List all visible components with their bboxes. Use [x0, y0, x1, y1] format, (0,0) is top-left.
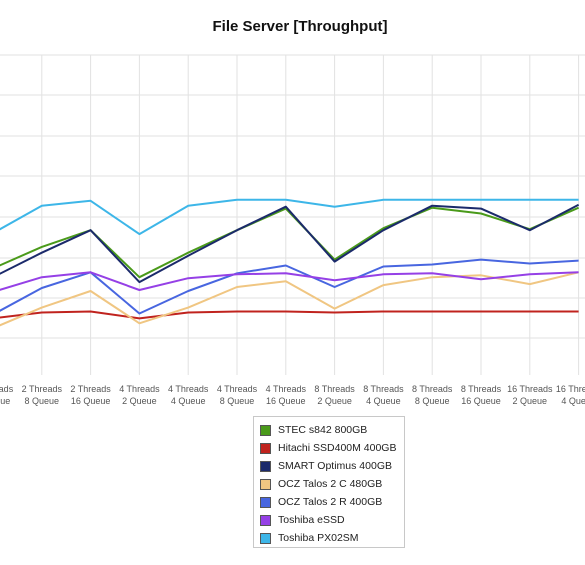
x-tick-label: 8 Queue — [415, 396, 450, 406]
x-tick-label: 4 Threads — [266, 384, 307, 394]
x-tick-label: 8 Threads — [314, 384, 355, 394]
x-tick-label: 4 Queue — [366, 396, 401, 406]
series-line-4 — [0, 271, 579, 327]
x-tick-label: 2 Threads — [22, 384, 63, 394]
x-tick-label: 4 Queue — [561, 396, 585, 406]
legend-label: Toshiba eSSD — [278, 514, 345, 526]
legend-swatch — [260, 478, 271, 490]
legend-swatch — [260, 442, 271, 454]
legend-item: Toshiba PX02SM — [260, 530, 359, 546]
x-tick-label: 2 Queue — [317, 396, 352, 406]
series-lines — [0, 198, 580, 327]
x-tick-labels: 1 Threads 4 Queue 2 Threads 8 Queue 2 Thread… — [0, 384, 585, 406]
chart-title: File Server [Throughput] — [212, 18, 388, 35]
x-tick-label: 16 Threads — [507, 384, 553, 394]
legend-swatch — [260, 496, 271, 508]
x-tick-label: 8 Threads — [461, 384, 502, 394]
legend-label: OCZ Talos 2 C 480GB — [278, 478, 383, 490]
legend-swatch — [260, 460, 271, 472]
legend-item: Hitachi SSD400M 400GB — [260, 440, 396, 456]
legend-swatch — [260, 532, 271, 544]
x-tick-label: 16 Queue — [266, 396, 306, 406]
series-line-7 — [0, 198, 579, 236]
x-tick-label: 8 Threads — [363, 384, 404, 394]
x-tick-label: 2 Threads — [70, 384, 111, 394]
legend-item: SMART Optimus 400GB — [260, 458, 392, 474]
legend-label: Toshiba PX02SM — [278, 532, 359, 544]
series-line-6 — [0, 271, 579, 291]
legend-swatch — [260, 514, 271, 526]
x-tick-label: 4 Threads — [217, 384, 258, 394]
legend-swatch — [260, 424, 271, 436]
series-line-3 — [0, 203, 580, 284]
x-tick-label: 8 Threads — [412, 384, 453, 394]
x-tick-label: 16 Queue — [461, 396, 501, 406]
legend-item: OCZ Talos 2 R 400GB — [260, 494, 382, 510]
x-tick-label: 4 Threads — [168, 384, 209, 394]
x-tick-label: 16 Queue — [71, 396, 111, 406]
x-tick-label: 16 Threads — [556, 384, 585, 394]
grid-lines — [0, 54, 585, 375]
x-tick-label: 4 Queue — [171, 396, 206, 406]
series-line-2 — [0, 310, 579, 320]
legend: STEC s842 800GB Hitachi SSD400M 400GB SMAR… — [253, 416, 405, 548]
x-tick-label: 4 Queue — [0, 396, 10, 406]
x-tick-label: 2 Queue — [122, 396, 157, 406]
legend-item: OCZ Talos 2 C 480GB — [260, 476, 382, 492]
x-tick-label: 8 Queue — [220, 396, 255, 406]
x-tick-label: 1 Threads — [0, 384, 14, 394]
series-line-5 — [0, 258, 579, 315]
legend-label: SMART Optimus 400GB — [278, 460, 392, 472]
legend-item: STEC s842 800GB — [260, 422, 367, 438]
x-tick-label: 4 Threads — [119, 384, 160, 394]
legend-item: Toshiba eSSD — [260, 512, 345, 528]
legend-label: STEC s842 800GB — [278, 424, 368, 436]
x-tick-label: 2 Queue — [513, 396, 548, 406]
legend-label: Hitachi SSD400M 400GB — [278, 442, 397, 454]
x-tick-label: 8 Queue — [25, 396, 60, 406]
legend-label: OCZ Talos 2 R 400GB — [278, 496, 383, 508]
